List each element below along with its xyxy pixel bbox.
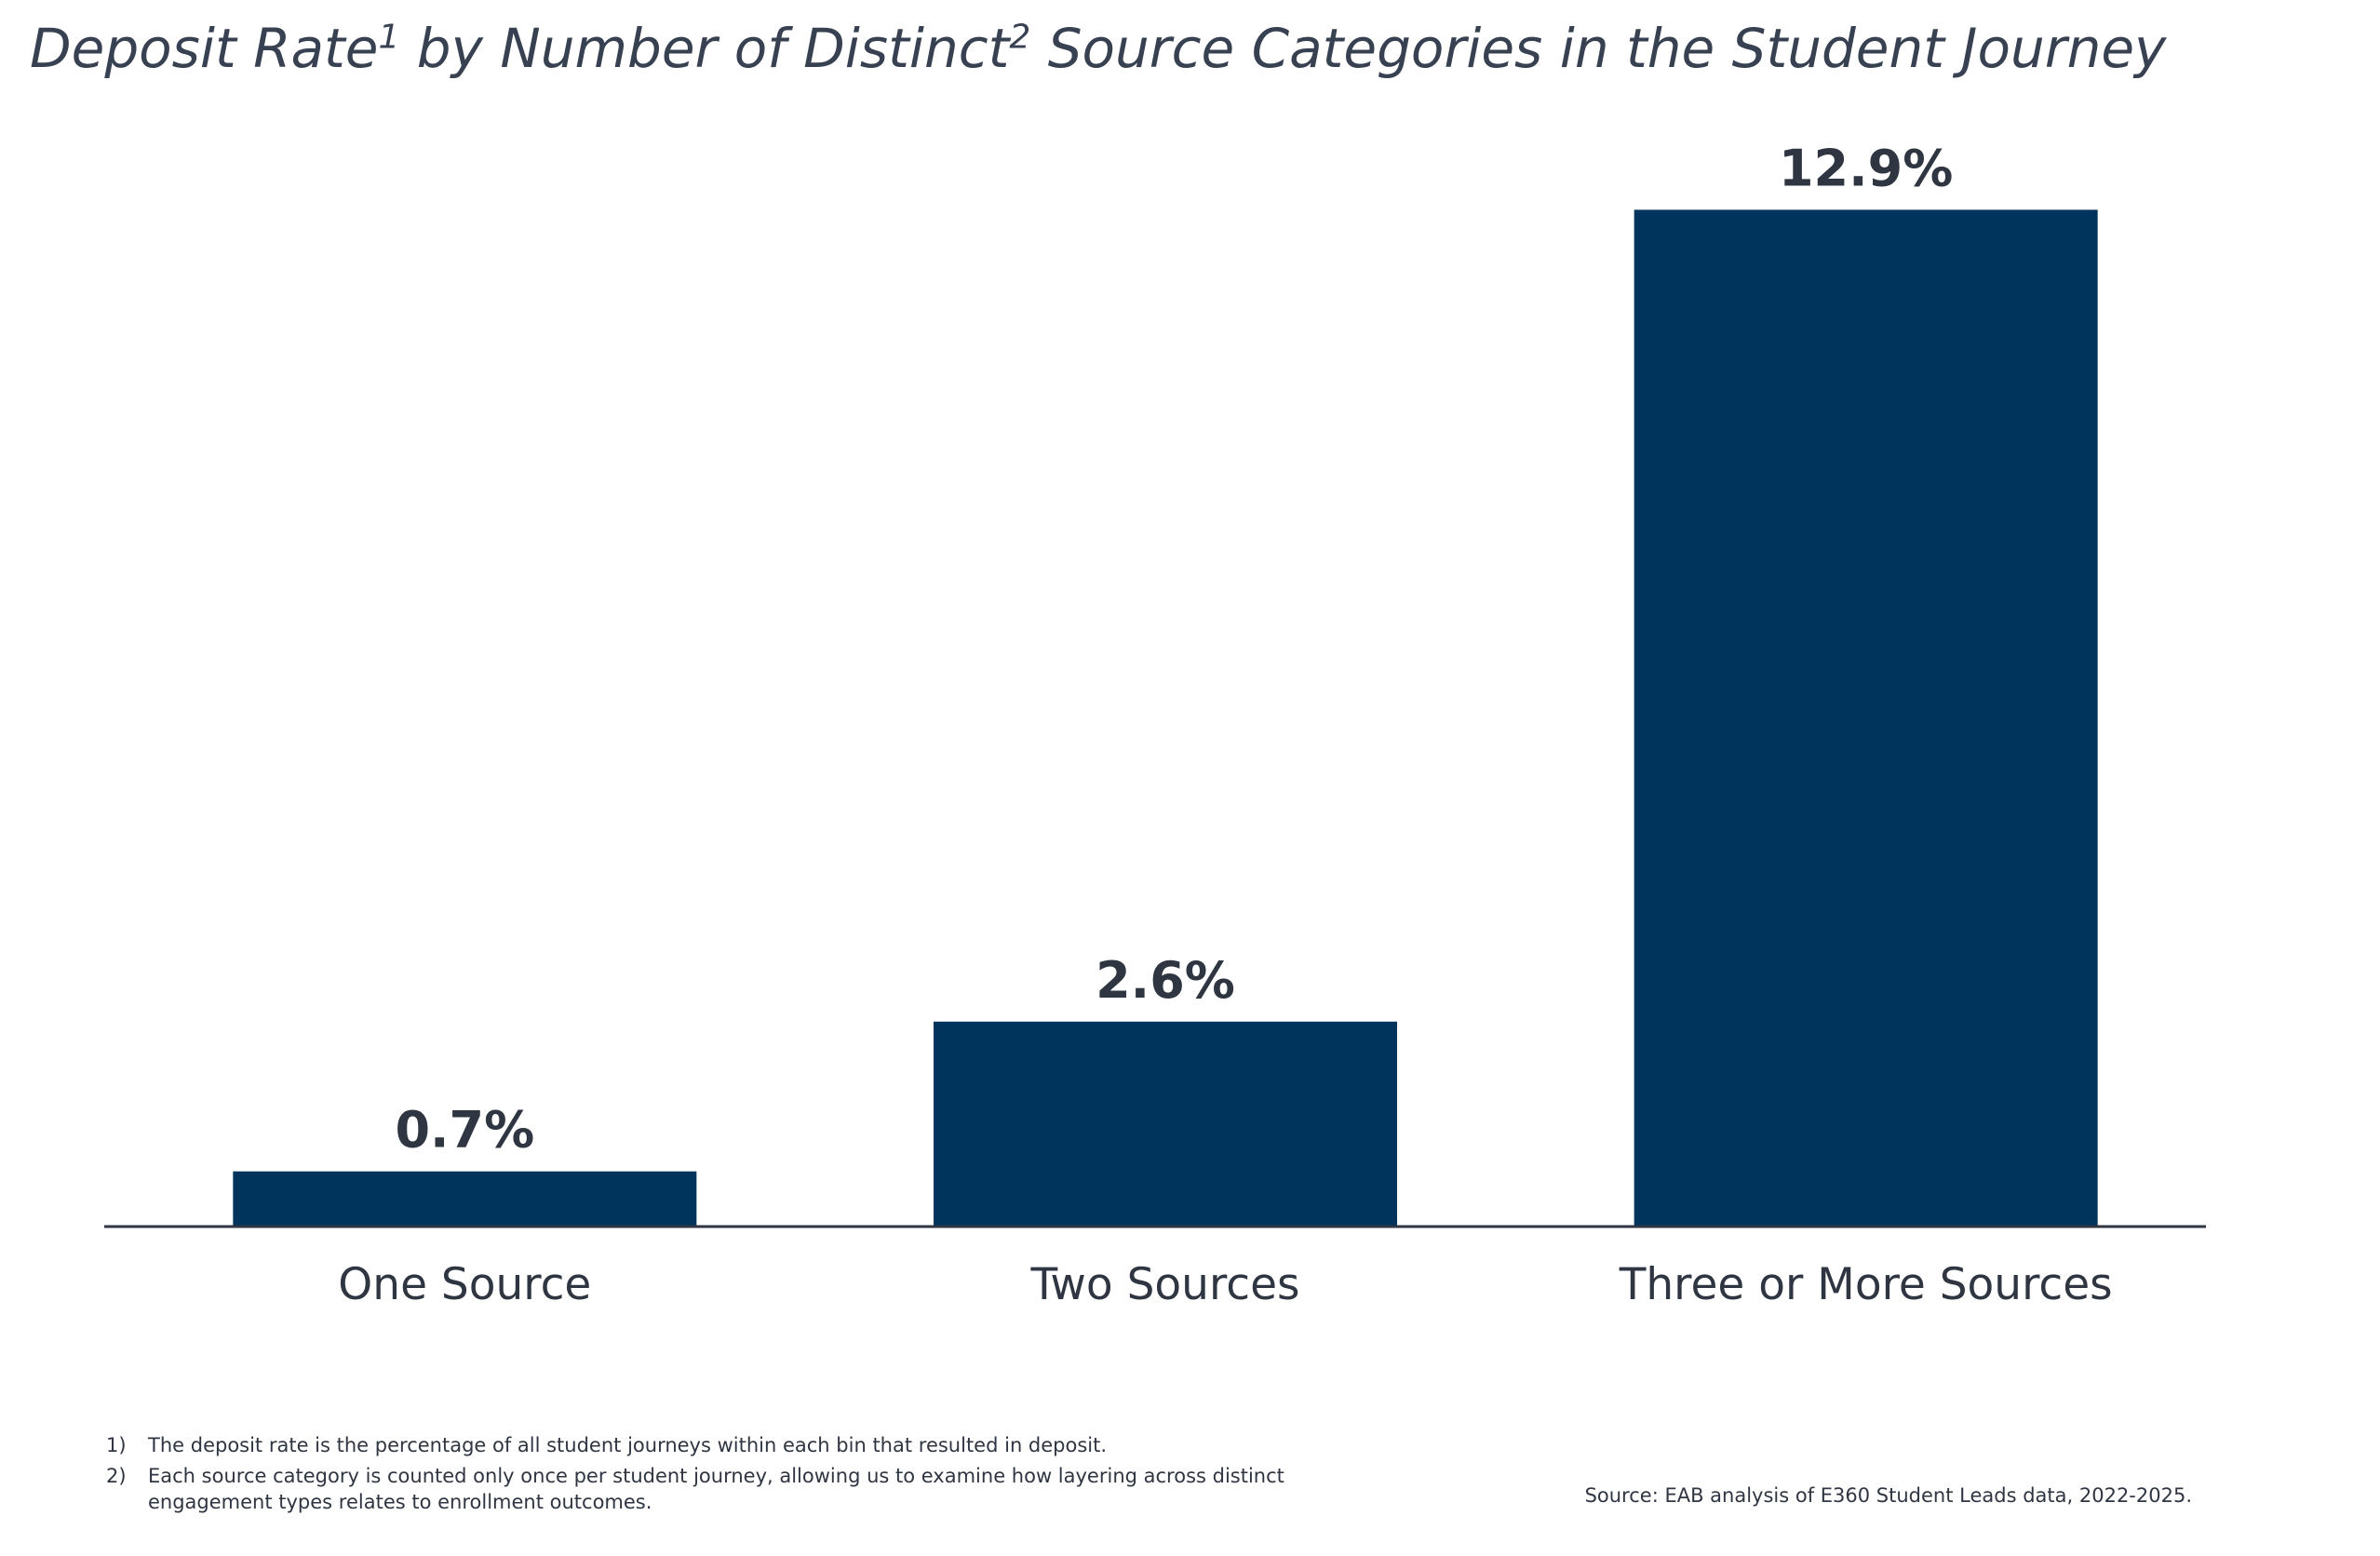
category-label-2: Two Sources (1030, 1259, 1300, 1310)
source-note: Source: EAB analysis of E360 Student Lea… (1584, 1484, 2192, 1507)
category-label-3: Three or More Sources (1619, 1259, 2113, 1310)
title-superscript-2: 2 (1009, 18, 1031, 57)
footnote-1: 1) The deposit rate is the percentage of… (106, 1433, 1316, 1458)
footnote-2-number: 2) (106, 1465, 127, 1488)
footnote-2: 2) Each source category is counted only … (106, 1464, 1316, 1515)
bar-1 (233, 1171, 697, 1227)
bar-2 (934, 1021, 1397, 1227)
title-part-1: Deposit Rate (30, 17, 379, 80)
footnote-1-number: 1) (106, 1434, 127, 1456)
footnote-1-text: The deposit rate is the percentage of al… (148, 1434, 1108, 1456)
title-part-2: by Number of Distinct (399, 17, 1010, 80)
title-superscript-1: 1 (378, 18, 400, 57)
bar-value-label-2: 2.6% (1096, 951, 1235, 1010)
bar-value-label-3: 12.9% (1779, 139, 1953, 197)
bars-layer (233, 209, 2098, 1227)
bar-value-label-1: 0.7% (395, 1101, 534, 1160)
title-part-3: Source Categories in the Student Journey (1030, 17, 2167, 80)
value-labels-layer: 0.7% 2.6% 12.9% (395, 139, 1953, 1159)
chart-title: Deposit Rate1 by Number of Distinct2 Sou… (30, 17, 2166, 80)
footnotes: 1) The deposit rate is the percentage of… (106, 1433, 1316, 1521)
category-label-1: One Source (338, 1259, 591, 1310)
category-labels-layer: One Source Two Sources Three or More Sourc… (338, 1259, 2112, 1310)
footnote-2-text: Each source category is counted only onc… (148, 1465, 1284, 1513)
bar-3 (1634, 209, 2098, 1227)
